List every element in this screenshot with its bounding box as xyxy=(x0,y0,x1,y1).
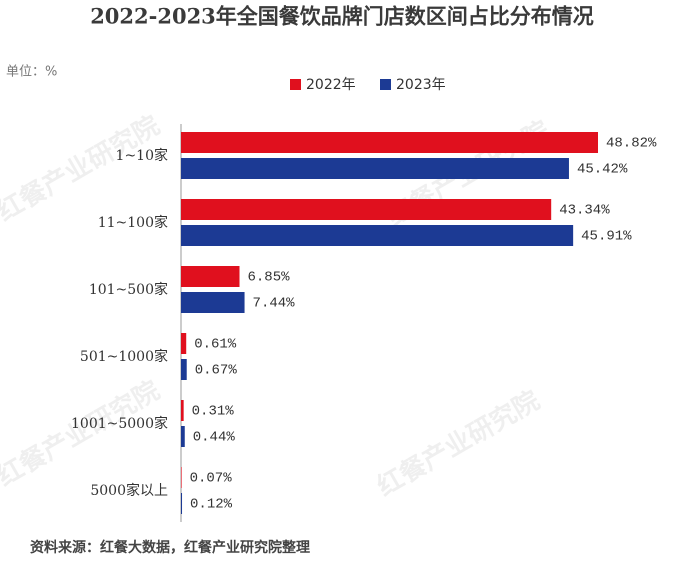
category-label: 1001~5000家 xyxy=(71,415,168,432)
unit-label: 单位：% xyxy=(6,65,57,80)
bar xyxy=(181,426,185,447)
value-label: 0.31% xyxy=(192,404,235,420)
bar xyxy=(181,359,187,380)
value-label: 45.91% xyxy=(581,229,632,245)
value-label: 0.12% xyxy=(190,497,233,513)
watermark: 红餐产业研究院 xyxy=(0,375,165,493)
bar xyxy=(181,158,569,179)
bar xyxy=(181,292,245,313)
legend-label: 2023年 xyxy=(396,77,446,93)
category-label: 5000家以上 xyxy=(90,482,168,499)
value-label: 0.07% xyxy=(190,471,233,487)
legend-swatch xyxy=(380,79,391,90)
value-label: 43.34% xyxy=(559,203,610,219)
category-label: 1~10家 xyxy=(116,147,168,164)
bar xyxy=(181,132,598,153)
value-label: 0.61% xyxy=(194,337,237,353)
value-label: 48.82% xyxy=(606,136,657,152)
value-label: 0.44% xyxy=(193,430,236,446)
legend-label: 2022年 xyxy=(306,77,356,93)
chart-title: 2022-2023年全国餐饮品牌门店数区间占比分布情况 xyxy=(90,4,594,29)
legend-swatch xyxy=(290,79,301,90)
watermark: 红餐产业研究院 xyxy=(0,110,165,228)
category-label: 101~500家 xyxy=(89,281,168,298)
bar xyxy=(181,333,187,354)
value-label: 7.44% xyxy=(253,296,296,312)
value-label: 6.85% xyxy=(248,270,291,286)
bar xyxy=(181,493,183,514)
category-label: 501~1000家 xyxy=(80,348,168,365)
bar xyxy=(181,225,574,246)
value-label: 45.42% xyxy=(577,162,628,178)
bar xyxy=(181,266,240,287)
bar xyxy=(181,199,552,220)
source-note: 资料来源：红餐大数据，红餐产业研究院整理 xyxy=(30,539,310,556)
bar xyxy=(181,467,182,488)
category-label: 11~100家 xyxy=(98,214,168,231)
value-label: 0.67% xyxy=(195,363,238,379)
watermark: 红餐产业研究院 xyxy=(372,385,545,503)
bar xyxy=(181,400,184,421)
